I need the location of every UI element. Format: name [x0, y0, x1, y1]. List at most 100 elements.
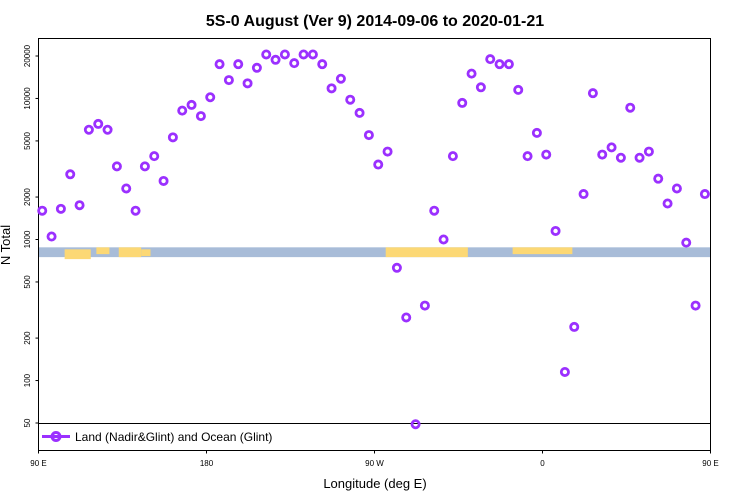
land-patch: [96, 247, 110, 255]
data-point: [177, 105, 188, 116]
y-tick-label: 5000: [23, 131, 32, 149]
data-point: [233, 59, 244, 70]
axis-ticks: 50 100 200 500 1000 2000 5000 10000 20000 90 E 180…: [23, 44, 719, 468]
data-point: [550, 225, 561, 236]
data-point: [121, 183, 132, 194]
y-tick-label: 2000: [23, 188, 32, 206]
data-point: [373, 159, 384, 170]
data-point: [671, 183, 682, 194]
data-point: [494, 59, 505, 70]
x-tick-label: 90 E: [30, 459, 46, 468]
data-point: [223, 75, 234, 86]
data-point: [83, 124, 94, 135]
data-point: [419, 300, 430, 311]
data-point: [326, 83, 337, 94]
x-tick-label: 90 W: [365, 459, 384, 468]
data-point: [531, 127, 542, 138]
data-point: [102, 124, 113, 135]
data-point: [653, 173, 664, 184]
data-point: [354, 107, 365, 118]
data-point: [289, 58, 300, 69]
data-point: [690, 300, 701, 311]
data-point: [391, 262, 402, 273]
data-point: [55, 203, 66, 214]
data-point: [158, 175, 169, 186]
data-point: [475, 82, 486, 93]
data-point: [279, 49, 290, 60]
x-tick-label: 0: [540, 459, 545, 468]
data-point: [37, 205, 48, 216]
data-point: [382, 146, 393, 157]
data-point: [569, 321, 580, 332]
data-point: [447, 151, 458, 162]
data-point: [634, 152, 645, 163]
legend-label: Land (Nadir&Glint) and Ocean (Glint): [75, 430, 272, 444]
x-axis-label: Longitude (deg E): [323, 476, 426, 491]
data-point: [578, 189, 589, 200]
data-point: [111, 161, 122, 172]
data-point: [466, 68, 477, 79]
y-tick-label: 100: [23, 373, 32, 387]
y-tick-label: 1000: [23, 230, 32, 248]
data-point: [401, 312, 412, 323]
data-point: [186, 99, 197, 110]
data-point: [195, 111, 206, 122]
data-point: [681, 237, 692, 248]
ocean-band: [39, 247, 710, 258]
chart-title: 5S-0 August (Ver 9) 2014-09-06 to 2020-0…: [206, 13, 544, 30]
data-point: [261, 49, 272, 60]
data-points: [37, 49, 710, 430]
land-patch: [512, 247, 573, 255]
x-tick-label: 90 E: [702, 459, 718, 468]
data-point: [251, 62, 262, 73]
land-patch: [141, 249, 151, 257]
data-point: [214, 59, 225, 70]
plot-frame: [38, 38, 711, 451]
data-point: [615, 152, 626, 163]
data-point: [270, 54, 281, 65]
y-tick-label: 500: [23, 275, 32, 289]
data-point: [597, 149, 608, 160]
y-tick-label: 50: [23, 418, 32, 427]
data-point: [205, 92, 216, 103]
data-point: [298, 49, 309, 60]
data-point: [65, 169, 76, 180]
y-tick-label: 20000: [23, 44, 32, 67]
data-point: [485, 54, 496, 65]
land-patch: [118, 247, 142, 258]
data-point: [93, 118, 104, 129]
land-ocean-band: [39, 247, 710, 260]
data-point: [438, 234, 449, 245]
data-point: [149, 151, 160, 162]
data-point: [46, 231, 57, 242]
data-point: [541, 149, 552, 160]
y-tick-label: 200: [23, 331, 32, 345]
data-point: [699, 189, 710, 200]
land-patch: [64, 249, 91, 260]
land-patch: [385, 247, 468, 258]
data-point: [167, 132, 178, 143]
y-tick-label: 10000: [23, 87, 32, 110]
legend-marker: [50, 431, 62, 442]
data-point: [457, 97, 468, 108]
data-point: [130, 205, 141, 216]
data-point: [587, 88, 598, 99]
data-point: [559, 366, 570, 377]
y-axis-label: N Total: [0, 225, 13, 265]
data-point: [429, 205, 440, 216]
data-point: [139, 161, 150, 172]
data-point: [317, 59, 328, 70]
data-point: [345, 94, 356, 105]
data-point: [74, 200, 85, 211]
legend: Land (Nadir&Glint) and Ocean (Glint): [42, 430, 272, 444]
data-point: [335, 73, 346, 84]
x-tick-label: 180: [200, 459, 214, 468]
data-point: [410, 419, 421, 430]
data-point: [643, 146, 654, 157]
data-point: [503, 59, 514, 70]
data-point: [513, 84, 524, 95]
data-point: [606, 142, 617, 153]
data-point: [363, 130, 374, 141]
data-point: [242, 78, 253, 89]
